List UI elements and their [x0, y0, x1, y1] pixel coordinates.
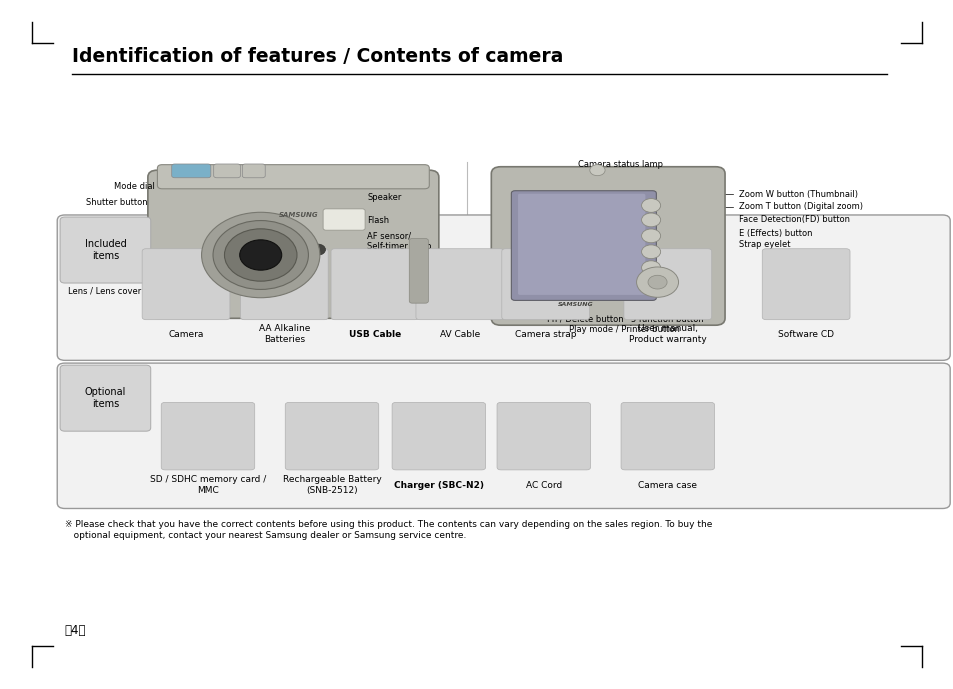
Text: SAMSUNG: SAMSUNG: [558, 302, 593, 307]
Text: Fn / Delete button: Fn / Delete button: [547, 315, 623, 324]
Text: Flash: Flash: [367, 216, 389, 225]
FancyBboxPatch shape: [240, 249, 328, 320]
FancyBboxPatch shape: [157, 165, 429, 189]
FancyBboxPatch shape: [148, 170, 438, 318]
Text: Shutter button: Shutter button: [86, 198, 148, 207]
Text: Rechargeable Battery
(SNB-2512): Rechargeable Battery (SNB-2512): [282, 475, 381, 495]
FancyBboxPatch shape: [142, 249, 230, 320]
Text: Speaker: Speaker: [367, 192, 401, 202]
Circle shape: [589, 165, 604, 176]
Text: AA Alkaline
Batteries: AA Alkaline Batteries: [258, 325, 310, 344]
Text: ※ Please check that you have the correct contents before using this product. The: ※ Please check that you have the correct…: [65, 520, 712, 539]
Text: 〈4〉: 〈4〉: [65, 624, 87, 637]
Text: Lens / Lens cover: Lens / Lens cover: [68, 286, 141, 296]
FancyBboxPatch shape: [416, 249, 503, 320]
FancyBboxPatch shape: [323, 209, 365, 230]
Text: DC input  connection port: DC input connection port: [367, 289, 476, 299]
Text: Software CD: Software CD: [778, 329, 833, 339]
Text: AF sensor/
Self-timer lamp: AF sensor/ Self-timer lamp: [367, 232, 432, 251]
Text: AV Cable: AV Cable: [439, 329, 479, 339]
Circle shape: [640, 245, 659, 258]
FancyBboxPatch shape: [60, 365, 151, 431]
Text: Camera strap: Camera strap: [515, 329, 576, 339]
Text: Zoom T button (Digital zoom): Zoom T button (Digital zoom): [739, 202, 862, 212]
Text: Strap eyelet: Strap eyelet: [739, 240, 790, 249]
Text: Camera status lamp: Camera status lamp: [577, 161, 662, 169]
Text: Microphone: Microphone: [367, 305, 416, 315]
Text: Charger (SBC-N2): Charger (SBC-N2): [394, 480, 483, 490]
FancyBboxPatch shape: [491, 167, 724, 325]
FancyBboxPatch shape: [57, 215, 949, 360]
Circle shape: [636, 267, 678, 298]
FancyBboxPatch shape: [497, 402, 590, 470]
Circle shape: [640, 213, 659, 227]
FancyBboxPatch shape: [331, 249, 418, 320]
Circle shape: [647, 275, 666, 289]
Text: USB Cable: USB Cable: [349, 329, 400, 339]
Text: Play mode / Printer button: Play mode / Printer button: [569, 325, 679, 334]
FancyBboxPatch shape: [620, 402, 714, 470]
FancyBboxPatch shape: [409, 238, 428, 303]
FancyBboxPatch shape: [213, 164, 240, 178]
Text: Power button: Power button: [367, 179, 423, 189]
Circle shape: [239, 240, 281, 270]
FancyBboxPatch shape: [285, 402, 378, 470]
Text: USB / AV connection terminal: USB / AV connection terminal: [367, 274, 490, 283]
Text: Optional
items: Optional items: [85, 387, 126, 409]
FancyBboxPatch shape: [761, 249, 849, 320]
FancyBboxPatch shape: [501, 249, 589, 320]
Circle shape: [310, 244, 325, 255]
Text: Zoom W button (Thumbnail): Zoom W button (Thumbnail): [739, 189, 858, 199]
FancyBboxPatch shape: [517, 194, 644, 295]
Text: Mode dial: Mode dial: [113, 181, 154, 191]
Text: SAMSUNG: SAMSUNG: [278, 212, 318, 218]
Circle shape: [640, 229, 659, 243]
Text: Face Detection(FD) button: Face Detection(FD) button: [739, 214, 849, 224]
FancyBboxPatch shape: [57, 363, 949, 508]
FancyBboxPatch shape: [172, 164, 211, 178]
Text: User manual,
Product warranty: User manual, Product warranty: [628, 325, 706, 344]
Circle shape: [201, 212, 319, 298]
Text: Included
items: Included items: [85, 239, 126, 261]
FancyBboxPatch shape: [623, 249, 711, 320]
Text: E (Effects) button: E (Effects) button: [739, 229, 812, 238]
FancyBboxPatch shape: [511, 191, 656, 300]
Text: Camera: Camera: [168, 329, 204, 339]
Text: SD / SDHC memory card /
MMC: SD / SDHC memory card / MMC: [150, 475, 266, 495]
Text: AC Cord: AC Cord: [525, 480, 561, 490]
Text: 5 function button: 5 function button: [631, 315, 703, 324]
Circle shape: [224, 229, 296, 281]
Circle shape: [640, 260, 659, 274]
Circle shape: [640, 198, 659, 212]
FancyBboxPatch shape: [60, 217, 151, 283]
FancyBboxPatch shape: [161, 402, 254, 470]
Text: Identification of features / Contents of camera: Identification of features / Contents of…: [71, 47, 562, 66]
Circle shape: [213, 220, 308, 289]
Text: LCD monitor: LCD monitor: [434, 252, 486, 262]
Text: Camera case: Camera case: [638, 480, 697, 490]
FancyBboxPatch shape: [242, 164, 265, 178]
FancyBboxPatch shape: [392, 402, 485, 470]
